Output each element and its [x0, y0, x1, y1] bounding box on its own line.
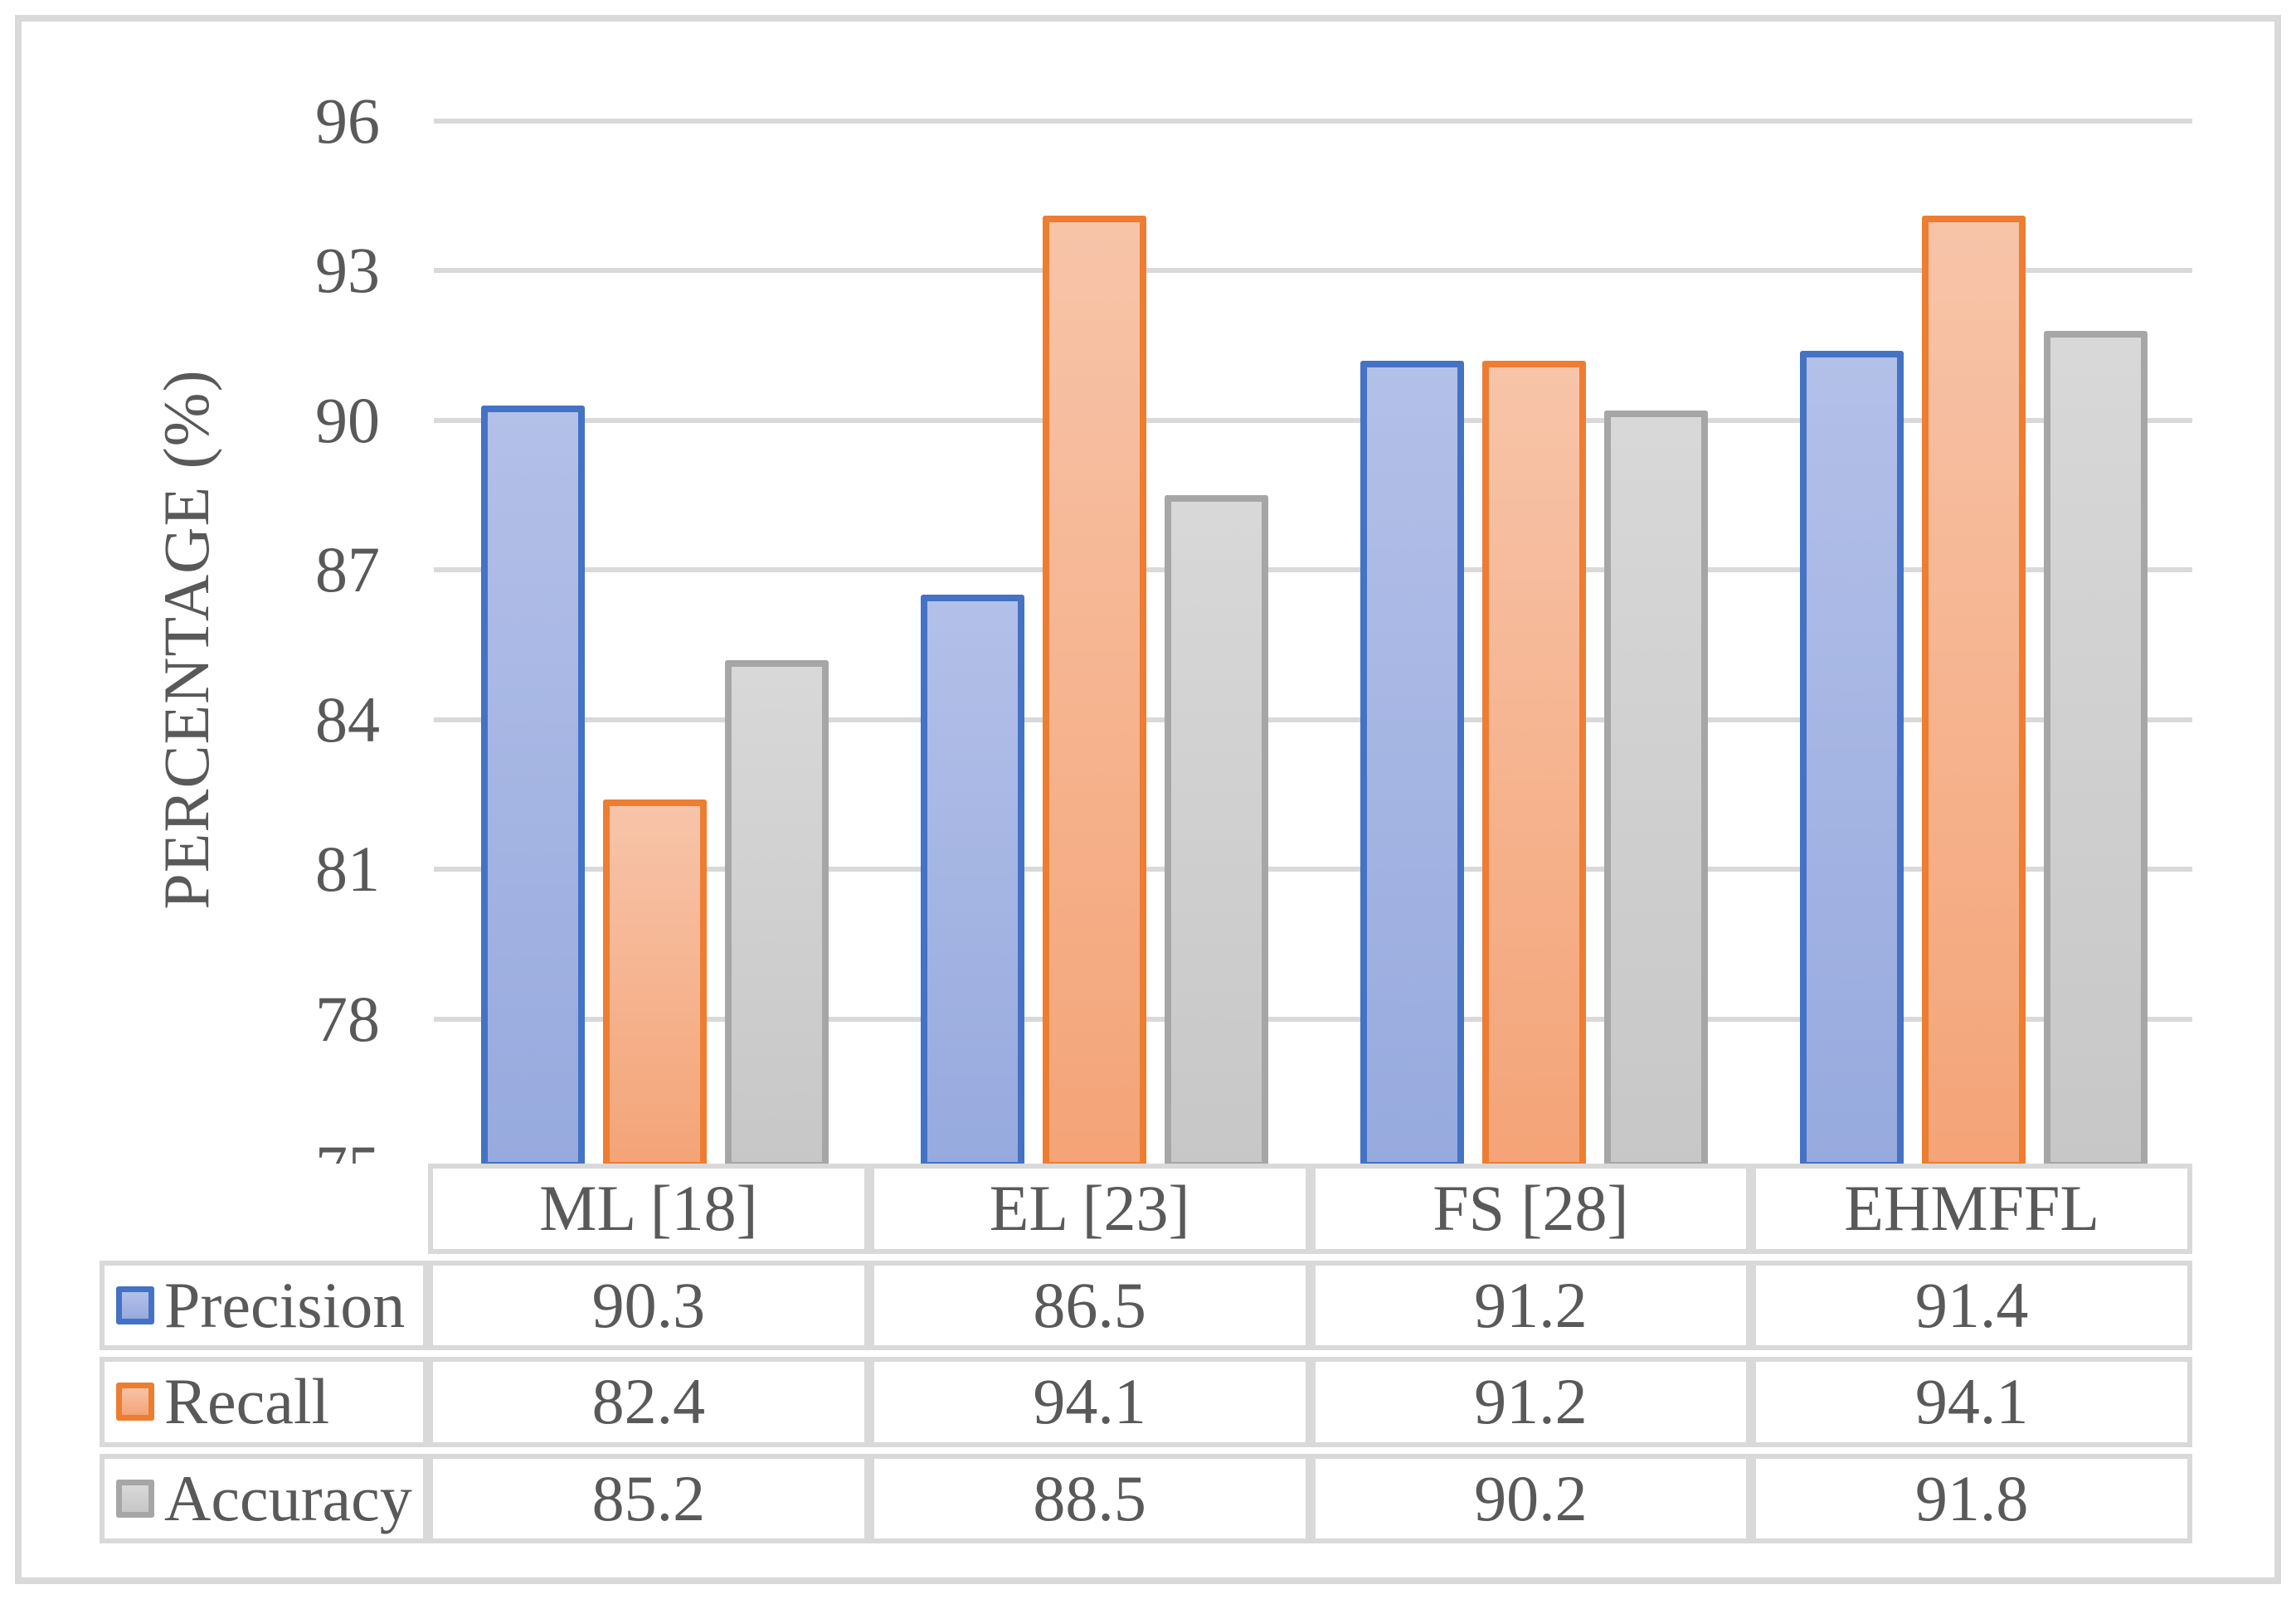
legend-cell-precision: Precision [100, 1260, 428, 1350]
data-table: ML [18] EL [23] FS [28] EHMFFL Precision 90.3… [100, 1164, 2192, 1543]
value-precision-ehmffl: 91.4 [1751, 1260, 2192, 1350]
table-header-el-23: EL [23] [868, 1164, 1311, 1254]
gridline-93 [434, 268, 2192, 273]
bar-accuracy-fs-28 [1604, 411, 1708, 1169]
bar-recall-fs-28 [1482, 361, 1586, 1169]
bar-accuracy-ehmffl [2044, 331, 2148, 1169]
bar-precision-el-23 [921, 595, 1024, 1169]
gridline-81 [434, 867, 2192, 872]
value-recall-fs-28: 91.2 [1310, 1357, 1752, 1447]
gridline-87 [434, 567, 2192, 572]
value-accuracy-el-23: 88.5 [868, 1453, 1311, 1543]
table-header-ml-18: ML [18] [428, 1164, 869, 1254]
bar-recall-ehmffl [1922, 216, 2026, 1169]
legend-cell-recall: Recall [100, 1357, 428, 1447]
value-accuracy-fs-28: 90.2 [1310, 1453, 1752, 1543]
y-tick-label-81: 81 [315, 833, 380, 905]
bar-precision-fs-28 [1360, 361, 1464, 1169]
bar-accuracy-el-23 [1165, 495, 1268, 1169]
gridline-78 [434, 1017, 2192, 1022]
legend-swatch-recall-icon [116, 1383, 154, 1422]
gridline-84 [434, 717, 2192, 722]
y-tick-label-78: 78 [315, 983, 380, 1055]
gridline-90 [434, 418, 2192, 423]
bar-accuracy-ml-18 [725, 660, 829, 1169]
legend-swatch-accuracy-icon [116, 1479, 154, 1518]
value-precision-fs-28: 91.2 [1310, 1260, 1752, 1350]
bar-recall-el-23 [1043, 216, 1146, 1169]
value-accuracy-ehmffl: 91.8 [1751, 1453, 2192, 1543]
value-precision-el-23: 86.5 [868, 1260, 1311, 1350]
value-recall-el-23: 94.1 [868, 1357, 1311, 1447]
bar-precision-ml-18 [481, 406, 585, 1169]
legend-label-accuracy: Accuracy [164, 1461, 412, 1534]
table-header-fs-28: FS [28] [1310, 1164, 1752, 1254]
table-header-ehmffl: EHMFFL [1751, 1164, 2192, 1254]
bar-recall-ml-18 [603, 800, 707, 1169]
y-tick-label-90: 90 [315, 384, 380, 456]
value-recall-ehmffl: 94.1 [1751, 1357, 2192, 1447]
y-tick-label-96: 96 [315, 85, 380, 157]
legend-label-precision: Precision [164, 1268, 406, 1341]
bar-precision-ehmffl [1800, 351, 1904, 1169]
legend-label-recall: Recall [164, 1365, 330, 1438]
y-tick-label-93: 93 [315, 234, 380, 306]
legend-swatch-precision-icon [116, 1286, 154, 1324]
legend-cell-accuracy: Accuracy [100, 1453, 428, 1543]
value-accuracy-ml-18: 85.2 [428, 1453, 869, 1543]
table-corner-blank [100, 1164, 428, 1254]
value-recall-ml-18: 82.4 [428, 1357, 869, 1447]
gridline-96 [434, 119, 2192, 124]
y-tick-label-87: 87 [315, 533, 380, 605]
value-precision-ml-18: 90.3 [428, 1260, 869, 1350]
figure-border [15, 15, 2281, 1584]
y-tick-label-84: 84 [315, 683, 380, 756]
